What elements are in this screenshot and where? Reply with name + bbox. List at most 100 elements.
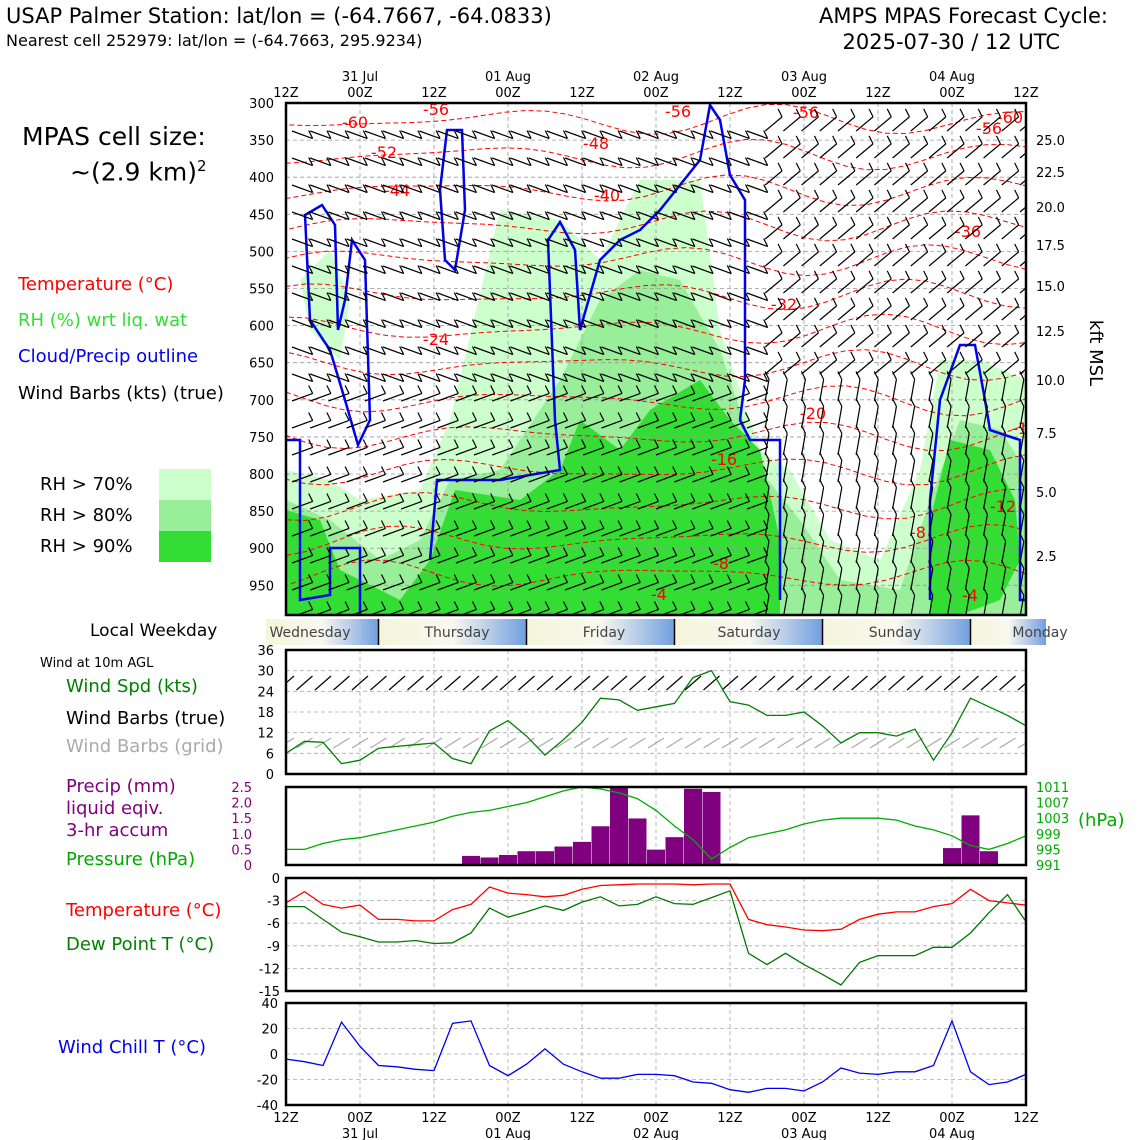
wind-barb — [655, 581, 677, 591]
wind-barb-flag — [617, 466, 623, 475]
wind-barb — [332, 608, 350, 615]
wind-barb — [855, 278, 874, 294]
wind-barb-flag — [1001, 506, 1007, 515]
wind-barb — [910, 170, 929, 186]
y-tick-label: -6 — [267, 917, 280, 932]
wind-barb-flag — [326, 346, 332, 355]
wind-barb — [837, 595, 843, 615]
wind-barb-flag — [873, 452, 879, 461]
wind-barb — [619, 581, 641, 591]
wind-barb-flag — [837, 560, 843, 569]
wind-barb-flag — [977, 108, 983, 118]
wind-barb — [364, 554, 386, 564]
wind-barb — [964, 568, 970, 591]
wind-barb — [946, 278, 965, 294]
wind-barb — [910, 305, 929, 321]
wind-barb-flag — [417, 520, 423, 529]
wind-barb — [746, 581, 768, 591]
wind-barb — [710, 211, 732, 221]
wind-barb — [528, 392, 550, 402]
wind-barb-flag — [599, 520, 605, 529]
precip-bar — [628, 817, 647, 865]
kft-tick-label: 5.0 — [1036, 486, 1057, 501]
wind-barb — [510, 184, 532, 194]
wind-barb-flag — [471, 520, 478, 529]
top-date-label: 03 Aug — [781, 70, 827, 85]
wind-barb-flag — [744, 385, 751, 394]
wind-barb — [291, 211, 313, 221]
wind-barb — [455, 446, 477, 456]
wind-barb — [601, 184, 623, 194]
wind-barb — [801, 514, 807, 537]
wind-barb — [874, 332, 892, 348]
wind-barb-flag — [399, 493, 405, 502]
wind-barb-flag — [837, 587, 843, 596]
wind-barb-flag — [708, 130, 714, 139]
wind-barb — [491, 157, 514, 167]
wind-barb — [291, 292, 313, 302]
temperature-contour — [286, 488, 1026, 521]
wind-barb — [619, 238, 641, 248]
wind-barb — [637, 373, 659, 383]
wind-barb-flag — [764, 560, 770, 569]
wind-barb-flag — [744, 130, 751, 139]
wind-barb-flag — [490, 373, 496, 382]
wind-barb — [946, 251, 965, 267]
wind-barb-flag — [471, 238, 478, 247]
wind-barb-flag — [726, 211, 732, 220]
wind-barb-flag — [904, 108, 910, 118]
y-tick-label: 991 — [1036, 859, 1061, 874]
wind-barb-flag — [800, 533, 806, 542]
wind-barb-flag — [508, 265, 514, 274]
wind-barb-flag — [653, 520, 660, 529]
wind-barb-flag — [837, 398, 843, 407]
wind-barb-flag — [855, 533, 861, 542]
wind-barb-grid — [980, 737, 998, 749]
wind-barb-true — [407, 675, 424, 691]
wind-barb — [437, 527, 459, 537]
wind-barb — [983, 332, 1001, 348]
wind-barb-flag — [1014, 189, 1020, 199]
wind-barb — [837, 170, 856, 186]
wind-barb-flag — [653, 292, 660, 301]
wind-barb-flag — [744, 493, 751, 502]
y-tick-label: 6 — [266, 747, 274, 762]
wind-barb-flag — [417, 574, 423, 583]
wind-barb-flag — [562, 466, 569, 475]
wind-barb — [473, 473, 495, 483]
wind-barb-flag — [581, 265, 587, 274]
wind-barb — [291, 419, 313, 429]
wind-barb — [441, 608, 459, 615]
wind-barb — [655, 238, 677, 248]
wind-barb-flag — [850, 270, 856, 280]
wind-barb — [346, 319, 368, 329]
wind-barb — [309, 500, 332, 510]
wind-barb — [328, 157, 350, 167]
wind-barb — [746, 157, 768, 167]
wind-barb — [564, 211, 586, 221]
wind-barb-flag — [526, 265, 532, 274]
wind-barb-flag — [308, 265, 314, 274]
wind-barb-flag — [544, 601, 550, 610]
wind-barb-flag — [910, 452, 916, 461]
wind-barb-flag — [891, 587, 897, 596]
wind-barb-flag — [964, 533, 970, 542]
wind-barb-flag — [581, 412, 587, 421]
wind-barb-flag — [946, 506, 952, 515]
wind-barb-grid — [758, 737, 776, 749]
wind-barb-flag — [891, 425, 897, 434]
wind-barb — [764, 197, 783, 213]
wind-barb-flag — [581, 385, 587, 394]
wind-barb — [582, 446, 605, 456]
wind-barb — [946, 433, 952, 456]
wind-barb — [928, 116, 947, 132]
wind-barb-flag — [435, 157, 441, 166]
wind-barb-flag — [832, 297, 838, 307]
wind-barb-flag — [599, 601, 605, 610]
wind-barb — [437, 211, 459, 221]
wind-barb-flag — [544, 319, 550, 328]
wind-barb-flag — [744, 319, 751, 328]
wind-barb — [855, 487, 861, 510]
wind-barb-flag — [526, 346, 532, 355]
